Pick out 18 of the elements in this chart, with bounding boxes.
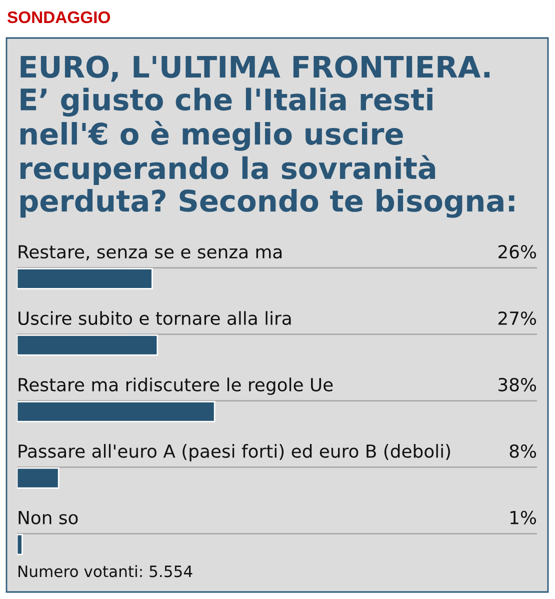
data-label: 8%: [510, 444, 536, 458]
bar: [17, 467, 60, 489]
bar: [17, 334, 158, 356]
data-label: 1%: [510, 510, 536, 524]
bar: [17, 534, 23, 556]
y-tick-label: Uscire subito e tornare alla lira: [18, 311, 291, 326]
data-label: 38%: [498, 378, 536, 392]
y-tick-label: Restare ma ridiscutere le regole Ue: [18, 378, 333, 395]
text: Numero votanti: 5.554: [18, 565, 192, 578]
y-tick-label: Restare, senza se e senza ma: [18, 245, 282, 260]
y-tick-label: Non so: [18, 511, 78, 524]
data-label: 27%: [498, 311, 536, 326]
chart-title: EURO, L'ULTIMA FRONTIERA. E’ giusto che l'Italia resti nell'€ o è meglio uscire recuperando la sovranità perduta? Secondo te bisogna:: [20, 56, 514, 218]
bar: [17, 400, 216, 422]
bar: [17, 268, 153, 290]
data-label: 26%: [498, 245, 536, 259]
text: SONDAGGIO: [7, 11, 110, 24]
y-tick-label: Passare all'euro A (paesi forti) ed euro B (deboli): [18, 444, 450, 462]
